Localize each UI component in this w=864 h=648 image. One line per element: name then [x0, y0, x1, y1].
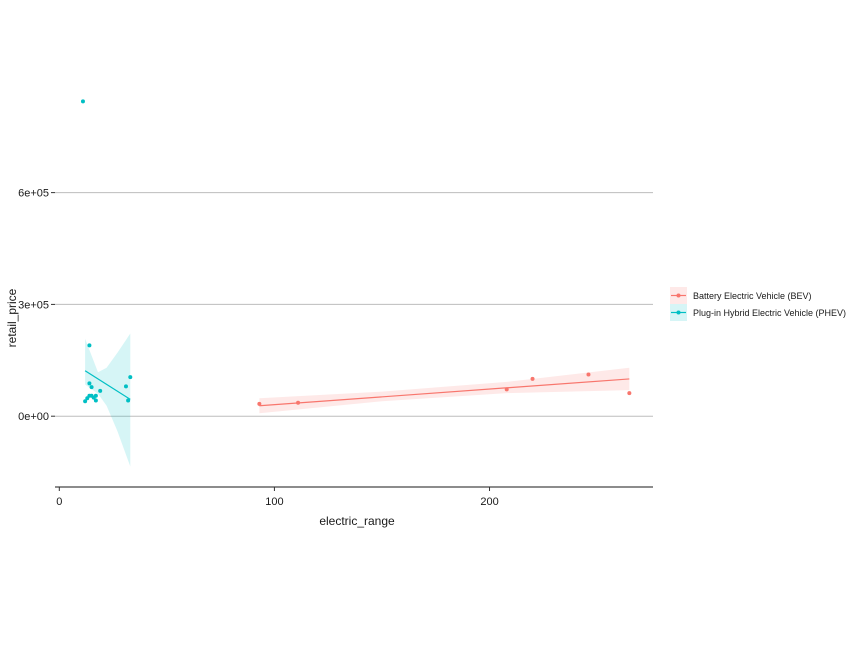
data-point-1-7 — [89, 385, 94, 390]
confidence-bands — [85, 333, 630, 467]
data-point-0-0 — [257, 401, 262, 406]
grid-lines — [55, 192, 653, 417]
x-tick-label-2: 200 — [480, 496, 498, 508]
x-tick-label-0: 0 — [56, 496, 62, 508]
data-point-0-5 — [627, 391, 632, 396]
fit-line-1 — [84, 370, 131, 400]
data-point-1-12 — [123, 384, 128, 389]
data-points — [80, 99, 632, 406]
data-point-0-1 — [296, 400, 301, 405]
data-point-1-0 — [80, 99, 85, 104]
x-tick-label-1: 100 — [265, 496, 283, 508]
x-axis-title: electric_range — [319, 514, 395, 528]
data-point-1-10 — [93, 398, 98, 403]
data-point-0-3 — [530, 376, 535, 381]
axes — [51, 192, 653, 491]
legend-label-0: Battery Electric Vehicle (BEV) — [693, 291, 812, 301]
y-tick-label-1: 3e+05 — [18, 299, 49, 311]
fit-lines — [84, 370, 630, 407]
tick-labels: 0 100 200 0e+00 3e+05 6e+05 — [18, 188, 499, 508]
data-point-0-2 — [504, 387, 509, 392]
data-point-1-4 — [87, 381, 92, 386]
data-point-0-4 — [586, 372, 591, 377]
confidence-band-1 — [85, 333, 131, 467]
fit-line-0 — [259, 378, 630, 407]
legend-marker-0 — [676, 293, 681, 298]
data-point-1-11 — [98, 388, 103, 393]
data-point-1-1 — [83, 399, 88, 404]
data-point-1-13 — [126, 398, 131, 403]
data-point-1-9 — [93, 393, 98, 398]
data-point-1-5 — [87, 343, 92, 348]
y-axis-title: retail_price — [5, 288, 19, 347]
legend-marker-1 — [676, 310, 681, 315]
legend: Battery Electric Vehicle (BEV) Plug-in Hy… — [670, 287, 846, 321]
confidence-band-0 — [259, 367, 630, 414]
legend-label-1: Plug-in Hybrid Electric Vehicle (PHEV) — [693, 308, 846, 318]
y-tick-label-0: 0e+00 — [18, 411, 49, 423]
y-tick-label-2: 6e+05 — [18, 188, 49, 200]
data-point-1-14 — [128, 375, 133, 380]
